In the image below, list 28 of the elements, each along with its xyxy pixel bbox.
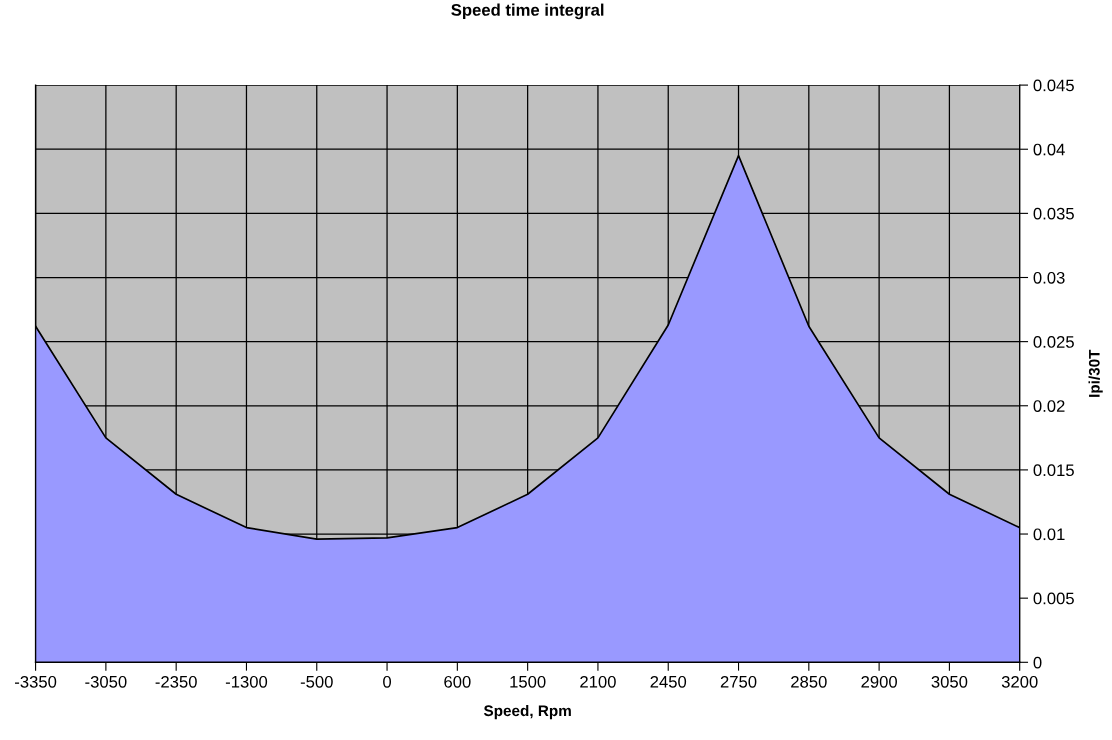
x-tick-label: 3050	[931, 675, 968, 688]
x-tick-label: -500	[300, 675, 333, 688]
y-tick-label: 0.045	[1033, 79, 1074, 92]
y-tick-label: 0.01	[1033, 528, 1065, 541]
x-tick-label: -2350	[155, 675, 197, 688]
y-tick-label: 0.035	[1033, 207, 1074, 220]
y-tick-label: 0.03	[1033, 271, 1065, 284]
y-axis-title: Ipi/30T	[1088, 349, 1103, 397]
y-tick-label: 0.04	[1033, 143, 1065, 156]
x-tick-label: 2850	[791, 675, 827, 688]
y-tick-label: 0.025	[1033, 336, 1074, 348]
x-tick-label: 1500	[510, 675, 546, 688]
x-tick-label: -3350	[15, 675, 57, 688]
x-tick-label: 600	[444, 675, 471, 688]
x-tick-label: -1300	[225, 675, 268, 688]
x-tick-label: 2900	[861, 675, 897, 688]
y-tick-label: 0	[1033, 656, 1042, 669]
y-tick-label: 0.005	[1033, 592, 1074, 605]
x-axis-title: Speed, Rpm	[483, 704, 571, 720]
y-tick-label: 0.015	[1033, 464, 1074, 477]
x-tick-label: 0	[383, 675, 392, 688]
x-tick-label: -3050	[85, 675, 127, 688]
x-tick-label: 3200	[1001, 675, 1038, 688]
x-tick-label: 2750	[720, 675, 757, 688]
x-tick-label: 2450	[650, 675, 687, 688]
x-tick-label: 2100	[580, 675, 616, 688]
y-tick-label: 0.02	[1033, 400, 1065, 412]
chart-title: Speed time integral	[451, 3, 604, 20]
